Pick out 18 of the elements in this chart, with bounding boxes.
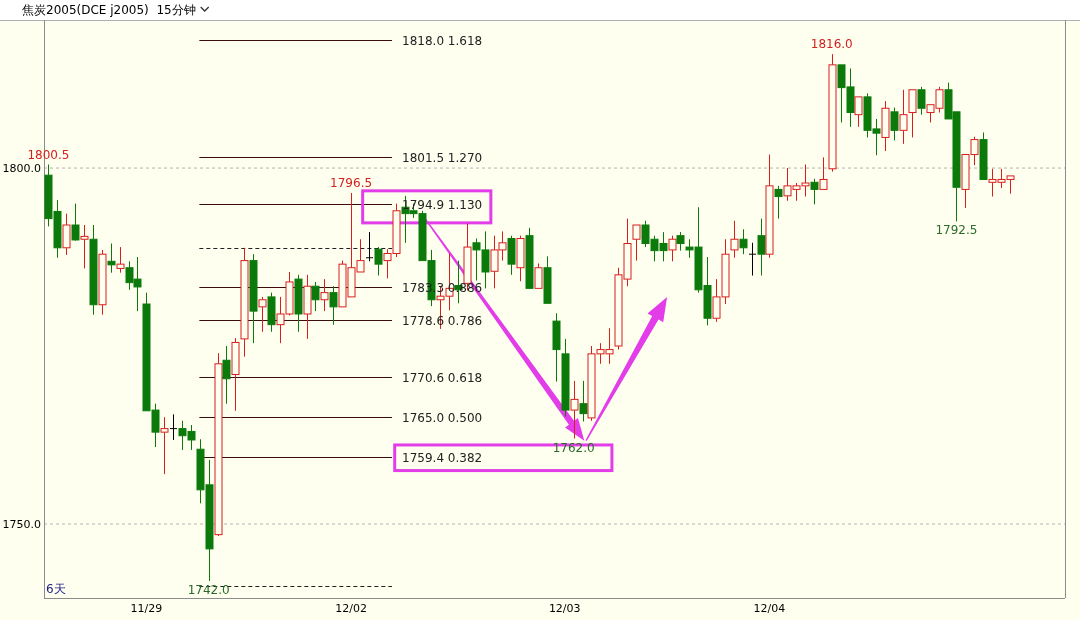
- y-tick-label: 1800.0: [2, 162, 41, 176]
- annotation: 1800.5: [27, 147, 70, 162]
- annotation: 6天: [46, 582, 66, 596]
- ref-line-label: 1818.0 1.618: [402, 33, 483, 48]
- x-tick-label: 11/29: [130, 602, 163, 615]
- annotation: 1742.0: [187, 582, 230, 597]
- x-tick-label: 12/03: [548, 602, 581, 615]
- annotation: 1816.0: [810, 37, 853, 52]
- x-tick-label: 12/02: [335, 602, 367, 615]
- chart-title: 焦炭2005(DCE j2005) 15分钟: [22, 3, 196, 17]
- annotation: 1796.5: [330, 175, 373, 190]
- y-tick-label: 1750.0: [2, 517, 41, 531]
- annotation: 1792.5: [935, 223, 978, 238]
- ref-line-label: 1801.5 1.270: [402, 150, 483, 165]
- ref-line-label: 1765.0 0.500: [402, 410, 483, 425]
- ref-line-label: 1770.6 0.618: [402, 370, 483, 385]
- ref-line-label: 1759.4 0.382: [402, 450, 483, 465]
- x-tick-label: 12/04: [753, 602, 786, 615]
